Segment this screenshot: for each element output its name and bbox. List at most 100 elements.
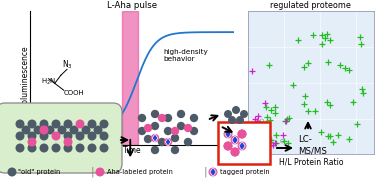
Point [256,137,262,140]
Circle shape [224,110,232,118]
Circle shape [76,119,85,129]
Circle shape [237,129,246,139]
Point [256,144,262,147]
Circle shape [51,144,60,153]
Point [265,147,271,150]
Circle shape [96,168,104,177]
Point [319,34,325,37]
Point [273,134,279,137]
Point [271,106,277,109]
Point [312,110,318,113]
Point [266,136,272,139]
Point [279,140,285,142]
Point [330,140,336,143]
Circle shape [39,144,48,153]
Point [263,147,269,150]
Point [260,140,266,143]
Circle shape [184,124,192,132]
Point [263,116,270,119]
Circle shape [93,126,102,134]
Circle shape [158,138,166,146]
Polygon shape [165,138,171,146]
Point [319,42,325,45]
Text: COOH: COOH [64,90,85,96]
Point [325,61,331,64]
Point [257,140,263,143]
Circle shape [151,122,159,130]
Point [346,68,352,71]
Circle shape [76,144,85,153]
Point [263,105,269,108]
Point [282,120,288,123]
Point [249,69,255,72]
Point [262,136,268,139]
Circle shape [39,119,48,129]
Point [268,139,274,142]
Circle shape [231,147,240,156]
Point [254,120,260,123]
Point [257,140,263,143]
Point [322,36,328,39]
Circle shape [39,126,48,134]
Point [251,134,257,137]
Point [254,135,260,138]
Circle shape [99,132,108,140]
Circle shape [22,126,31,134]
Point [253,144,259,147]
Point [253,141,259,144]
Circle shape [177,110,185,118]
Circle shape [64,144,73,153]
Point [267,138,273,141]
Circle shape [158,114,166,122]
Point [279,133,285,136]
Circle shape [64,132,73,140]
Point [318,131,324,134]
Point [324,101,330,104]
Circle shape [164,138,172,146]
Point [264,147,270,150]
Point [259,146,265,149]
Point [327,134,333,137]
Text: "old" protein: "old" protein [18,169,60,175]
Circle shape [99,144,108,153]
Text: low-density
behavior: low-density behavior [51,115,92,128]
Circle shape [164,127,172,135]
Circle shape [87,119,96,129]
Point [301,103,307,106]
Circle shape [28,144,37,153]
Point [342,67,348,70]
Point [262,144,268,147]
Circle shape [228,116,236,124]
Point [354,123,360,126]
Circle shape [231,147,240,156]
Point [335,133,341,136]
Circle shape [144,135,152,143]
Point [263,145,270,148]
Polygon shape [225,129,231,139]
Circle shape [51,132,60,140]
Point [281,140,287,142]
Bar [122,11,138,145]
Polygon shape [210,168,216,177]
Circle shape [190,114,198,122]
Point [337,63,343,66]
FancyBboxPatch shape [0,103,122,173]
Point [269,143,275,146]
Point [350,100,356,103]
Point [271,142,277,145]
Point [259,126,265,129]
Point [254,135,260,138]
Point [290,84,296,87]
Point [305,109,311,112]
Point [261,140,267,143]
Polygon shape [152,134,158,142]
Point [263,121,269,124]
Point [264,132,270,135]
Circle shape [82,126,90,134]
Point [268,109,274,112]
Circle shape [223,142,232,150]
Circle shape [171,127,179,135]
Text: |: | [203,167,207,177]
Circle shape [138,114,146,122]
Point [301,66,307,69]
